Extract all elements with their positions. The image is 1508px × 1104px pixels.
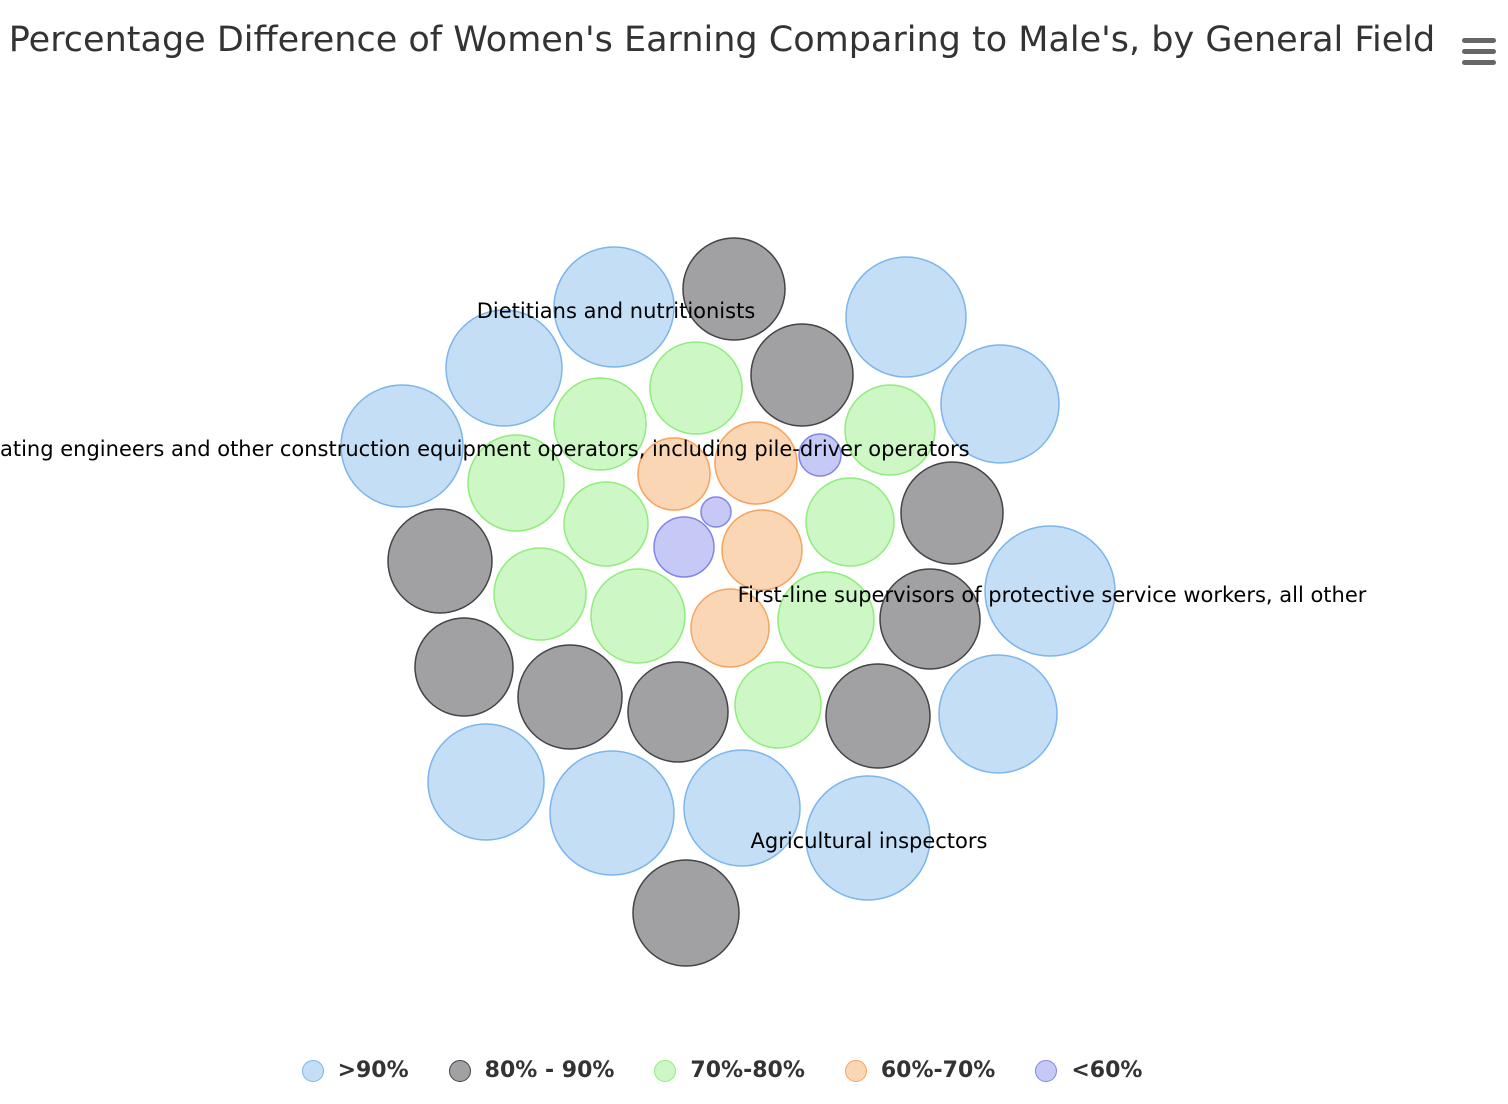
legend-swatch-icon xyxy=(448,1059,471,1082)
bubble[interactable] xyxy=(467,434,565,532)
bubble[interactable] xyxy=(845,256,967,378)
bubble[interactable] xyxy=(900,461,1004,565)
bubble[interactable] xyxy=(690,588,770,668)
bubble[interactable] xyxy=(984,525,1116,657)
bubble[interactable] xyxy=(627,661,729,763)
bubble-layer xyxy=(340,237,1116,967)
bubble[interactable] xyxy=(798,433,842,477)
bubble[interactable] xyxy=(825,663,931,769)
bubble[interactable] xyxy=(340,384,464,508)
menu-bar xyxy=(1462,60,1496,65)
bubble[interactable] xyxy=(805,775,931,901)
data-label: First-line supervisors of protective ser… xyxy=(738,583,1367,607)
bubble[interactable] xyxy=(938,654,1058,774)
legend-label: >90% xyxy=(337,1058,409,1083)
bubble[interactable] xyxy=(683,749,801,867)
bubble[interactable] xyxy=(653,516,715,578)
hamburger-menu-icon[interactable] xyxy=(1458,36,1498,70)
legend-swatch-icon xyxy=(844,1059,867,1082)
menu-bar xyxy=(1462,38,1496,43)
legend-item[interactable]: >90% xyxy=(301,1058,409,1083)
legend-label: 80% - 90% xyxy=(484,1058,615,1083)
bubble[interactable] xyxy=(387,508,493,614)
label-layer: Dietitians and nutritionists ating engin… xyxy=(0,299,1367,853)
bubble[interactable] xyxy=(517,644,623,750)
bubble[interactable] xyxy=(714,421,798,505)
bubble[interactable] xyxy=(427,723,545,841)
chart-title: Percentage Difference of Women's Earning… xyxy=(8,20,1436,60)
bubble[interactable] xyxy=(721,509,803,591)
data-label: ating engineers and other construction e… xyxy=(0,437,970,461)
legend-label: 60%-70% xyxy=(880,1058,996,1083)
bubble[interactable] xyxy=(553,377,647,471)
bubble[interactable] xyxy=(649,341,743,435)
bubble[interactable] xyxy=(414,617,514,717)
bubble[interactable] xyxy=(879,568,981,670)
bubble[interactable] xyxy=(563,481,649,567)
legend-swatch-icon xyxy=(1035,1059,1058,1082)
legend-item[interactable]: 60%-70% xyxy=(844,1058,996,1083)
legend-label: 70%-80% xyxy=(690,1058,805,1083)
legend-item[interactable]: 80% - 90% xyxy=(448,1058,615,1083)
bubble[interactable] xyxy=(553,246,675,368)
bubble[interactable] xyxy=(844,384,936,476)
legend-label: <60% xyxy=(1071,1058,1143,1083)
bubble[interactable] xyxy=(750,323,854,427)
bubble[interactable] xyxy=(549,750,675,876)
legend-item[interactable]: <60% xyxy=(1035,1058,1142,1083)
menu-bar xyxy=(1462,49,1496,54)
legend: >90% 80% - 90% 70%-80% 60%-70% <60% xyxy=(0,1058,1444,1083)
legend-swatch-icon xyxy=(301,1059,324,1082)
bubble[interactable] xyxy=(940,344,1060,464)
bubble[interactable] xyxy=(734,661,822,749)
legend-swatch-icon xyxy=(654,1059,677,1082)
bubble[interactable] xyxy=(637,437,711,511)
legend-item[interactable]: 70%-80% xyxy=(654,1058,805,1083)
bubble[interactable] xyxy=(805,477,895,567)
data-label: Dietitians and nutritionists xyxy=(477,299,756,323)
bubble[interactable] xyxy=(632,859,740,967)
bubble[interactable] xyxy=(590,568,686,664)
bubble[interactable] xyxy=(493,547,587,641)
data-label: Agricultural inspectors xyxy=(751,829,988,853)
bubble[interactable] xyxy=(700,496,732,528)
bubble[interactable] xyxy=(777,571,875,669)
bubble[interactable] xyxy=(445,309,563,427)
bubble[interactable] xyxy=(682,237,786,341)
